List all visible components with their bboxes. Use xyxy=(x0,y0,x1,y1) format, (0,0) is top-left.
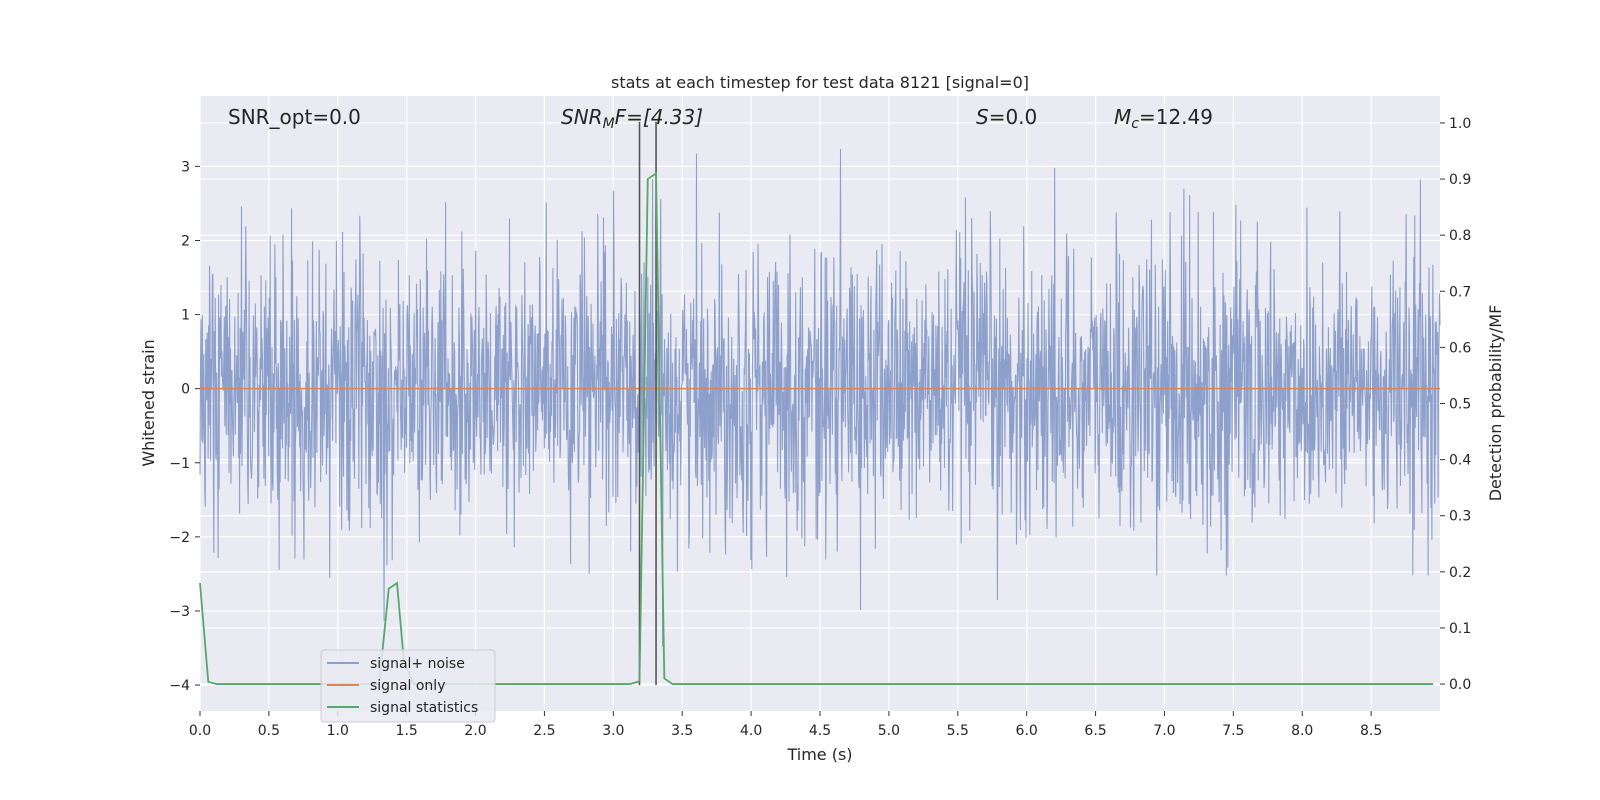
x-tick-label: 0.0 xyxy=(189,723,211,739)
annotation-mc: Mc=12.49 xyxy=(1114,105,1213,132)
x-tick-label: 8.0 xyxy=(1291,723,1313,739)
x-tick-label: 4.0 xyxy=(740,723,762,739)
y-right-axis-ticks: 1.0 0.9 0.8 0.7 0.6 0.5 0.4 0.3 0.2 0.1 0.0 xyxy=(1440,116,1471,693)
y-tick-label: −4 xyxy=(169,678,190,694)
x-tick-label: 6.5 xyxy=(1084,723,1106,739)
y-right-tick-label: 0.9 xyxy=(1449,172,1471,188)
x-tick-label: 2.5 xyxy=(533,723,555,739)
x-tick-label: 1.5 xyxy=(396,723,418,739)
annotation-snr-mf-main: SNR xyxy=(561,105,603,129)
y-tick-label: −1 xyxy=(169,456,190,472)
y-tick-label: 3 xyxy=(181,159,190,175)
y-right-tick-label: 1.0 xyxy=(1449,116,1471,132)
y-right-tick-label: 0.5 xyxy=(1449,397,1471,413)
legend-label-signal-statistics: signal statistics xyxy=(370,700,478,716)
x-tick-label: 2.0 xyxy=(464,723,486,739)
y-axis-ticks: 3 2 1 0 −1 −2 −3 −4 xyxy=(169,159,200,694)
x-tick-label: 0.5 xyxy=(258,723,280,739)
y-tick-label: 2 xyxy=(181,233,190,249)
y-tick-label: −2 xyxy=(169,530,190,546)
annotation-s: S=0.0 xyxy=(976,105,1037,129)
x-tick-label: 3.0 xyxy=(602,723,624,739)
y-right-tick-label: 0.4 xyxy=(1449,453,1471,469)
y-axis-label: Whitened strain xyxy=(139,339,158,466)
y-right-tick-label: 0.7 xyxy=(1449,284,1471,300)
y-right-axis-label: Detection probability/MF xyxy=(1486,305,1505,502)
x-tick-label: 3.5 xyxy=(671,723,693,739)
y-tick-label: −3 xyxy=(169,604,190,620)
annotation-mc-main: M xyxy=(1114,105,1131,129)
x-tick-label: 1.0 xyxy=(327,723,349,739)
x-axis-ticks: 0.0 0.5 1.0 1.5 2.0 2.5 3.0 3.5 4.0 4.5 5.0 5.5 6.0 6… xyxy=(189,711,1382,739)
chart-title: stats at each timestep for test data 812… xyxy=(611,73,1029,92)
y-right-tick-label: 0.1 xyxy=(1449,621,1471,637)
annotation-s-value: =0.0 xyxy=(989,105,1038,129)
legend: signal+ noise signal only signal statist… xyxy=(320,649,496,723)
annotation-snr-mf-rest: F=[4.33] xyxy=(615,105,703,129)
x-tick-label: 8.5 xyxy=(1360,723,1382,739)
legend-label-signal-only: signal only xyxy=(370,678,445,694)
y-right-tick-label: 0.2 xyxy=(1449,565,1471,581)
x-axis-label: Time (s) xyxy=(786,745,852,764)
legend-label-signal-noise: signal+ noise xyxy=(370,656,465,672)
x-tick-label: 7.5 xyxy=(1222,723,1244,739)
legend-box xyxy=(320,649,496,723)
y-tick-label: 1 xyxy=(181,308,190,324)
annotation-mc-sub: c xyxy=(1131,116,1139,132)
x-tick-label: 5.0 xyxy=(878,723,900,739)
annotation-snr-mf-sub: M xyxy=(603,116,615,132)
x-tick-label: 4.5 xyxy=(809,723,831,739)
x-tick-label: 5.5 xyxy=(947,723,969,739)
annotation-snr-opt: SNR_opt=0.0 xyxy=(228,105,361,129)
y-right-tick-label: 0.3 xyxy=(1449,509,1471,525)
y-right-tick-label: 0.8 xyxy=(1449,228,1471,244)
annotation-s-label: S xyxy=(976,105,989,129)
y-right-tick-label: 0.0 xyxy=(1449,677,1471,693)
annotation-mc-value: =12.49 xyxy=(1139,105,1213,129)
series-signal-noise-line xyxy=(199,149,1441,647)
y-tick-label: 0 xyxy=(181,382,190,398)
y-right-tick-label: 0.6 xyxy=(1449,340,1471,356)
x-tick-label: 7.0 xyxy=(1153,723,1175,739)
annotation-snr-mf: SNRMF=[4.33] xyxy=(561,105,703,132)
x-tick-label: 6.0 xyxy=(1016,723,1038,739)
